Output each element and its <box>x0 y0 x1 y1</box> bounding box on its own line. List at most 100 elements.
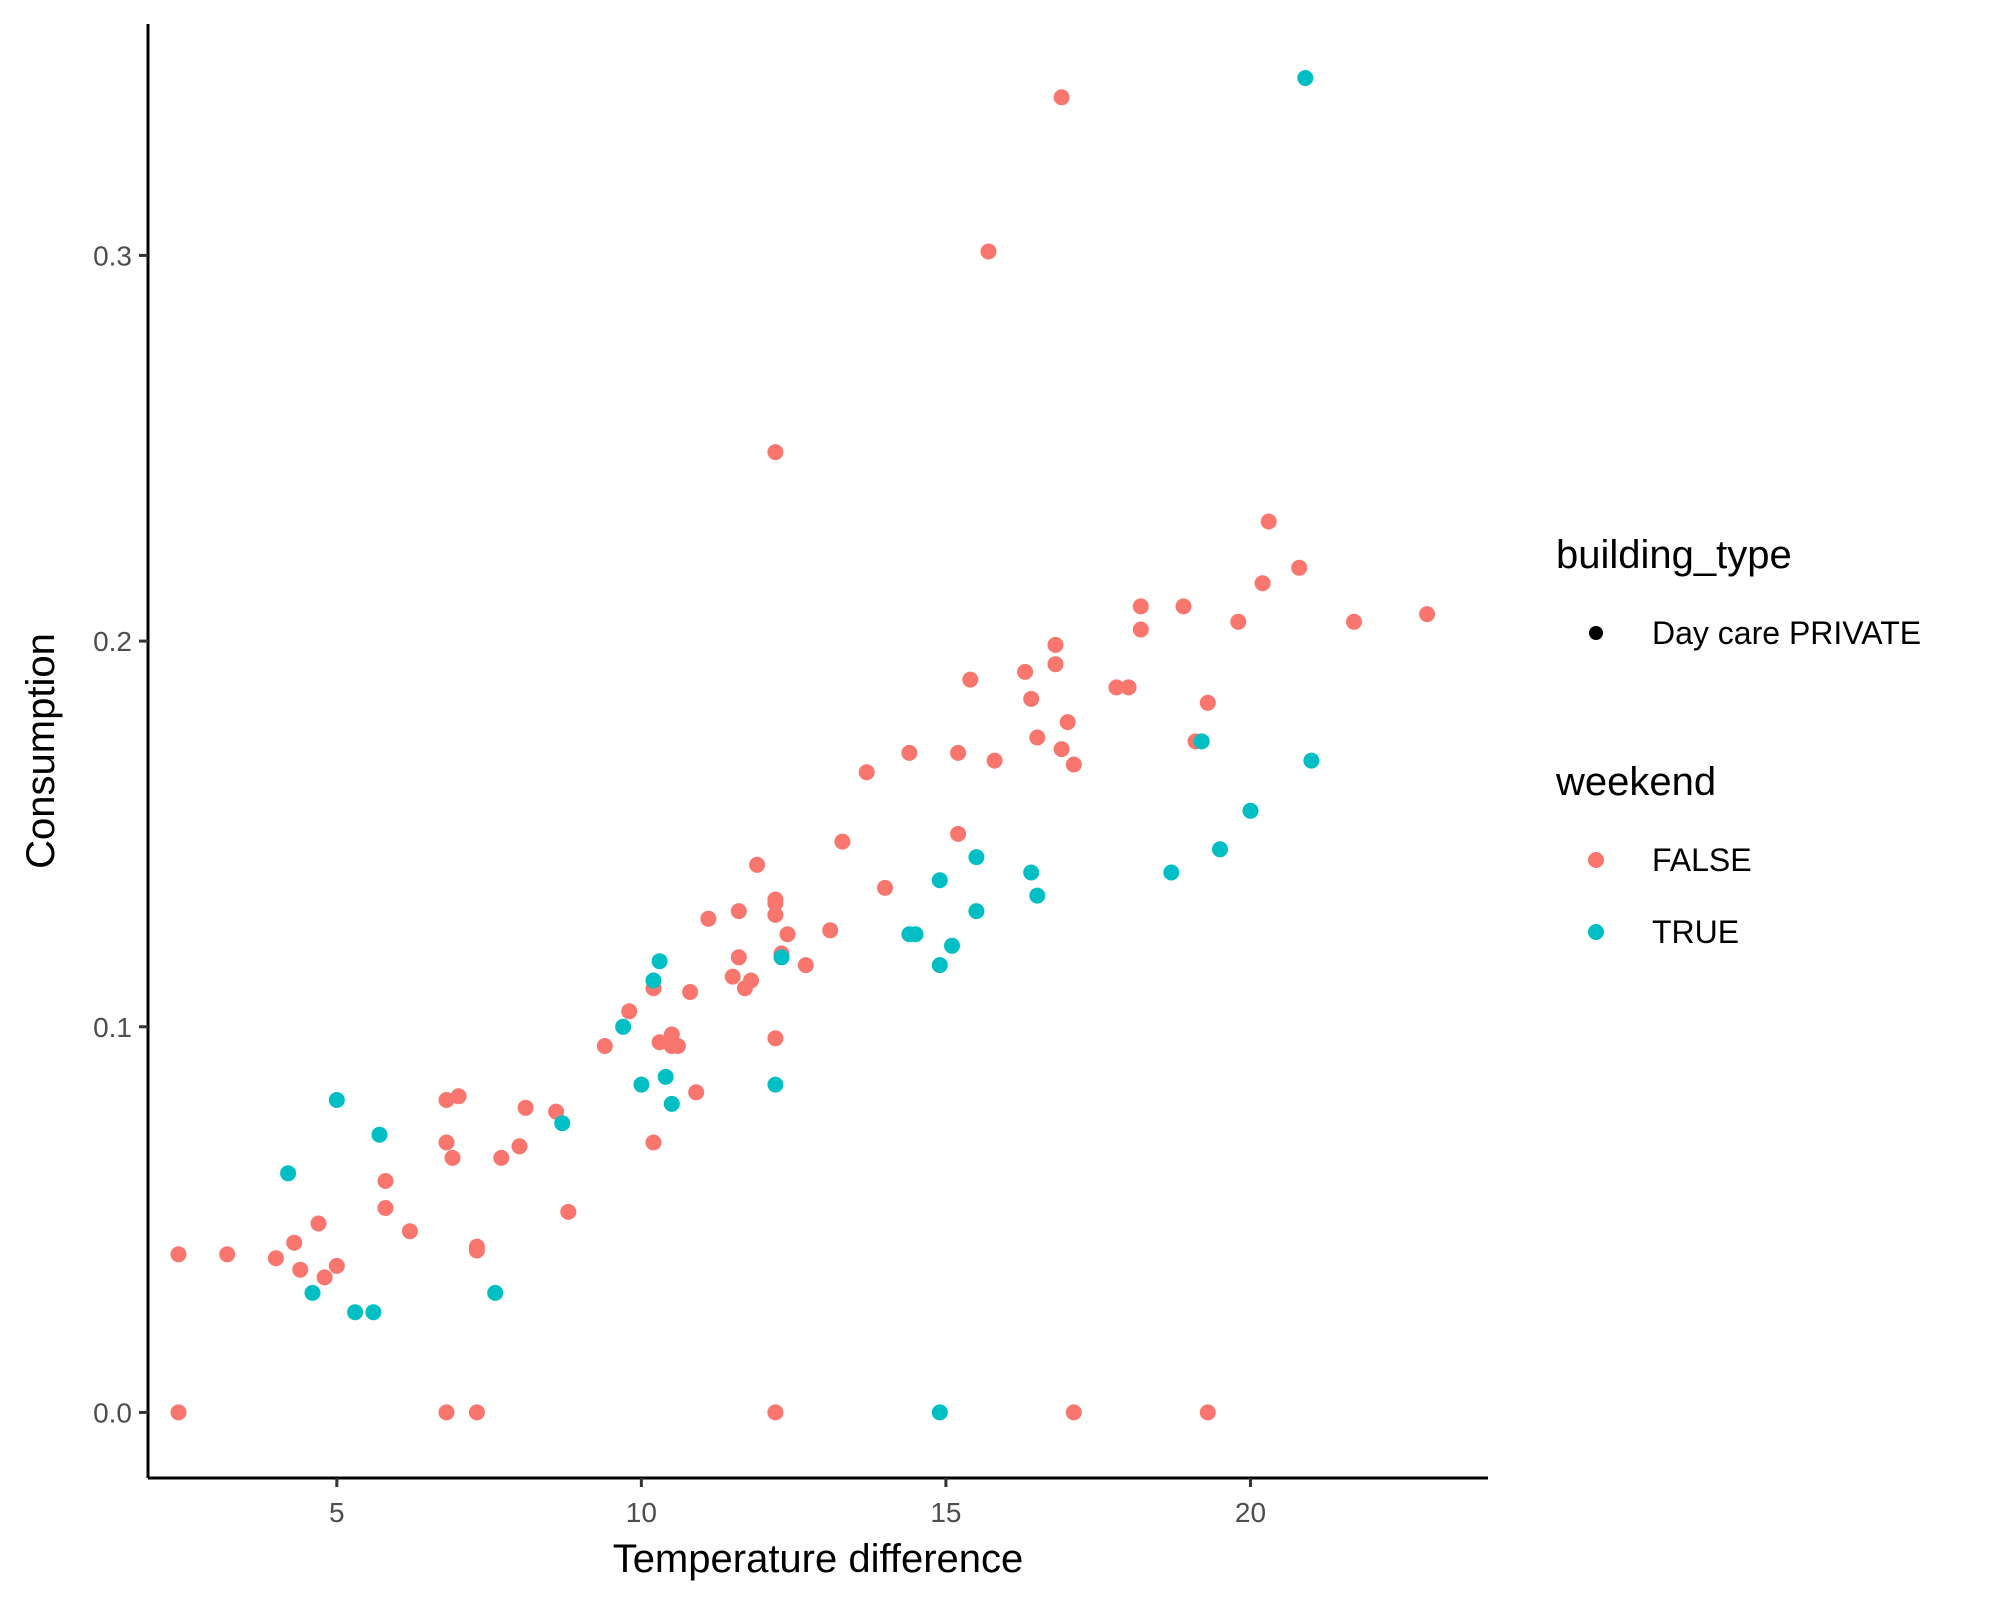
data-point-false-10 <box>401 1223 418 1240</box>
data-point-true-19 <box>931 957 948 974</box>
data-point-false-77 <box>1346 613 1362 630</box>
data-point-false-26 <box>651 1034 668 1051</box>
data-point-true-9 <box>633 1076 650 1093</box>
data-point-true-8 <box>615 1018 632 1035</box>
data-point-false-68 <box>1132 598 1149 615</box>
data-point-false-55 <box>980 243 997 260</box>
data-point-false-30 <box>682 984 699 1000</box>
data-point-false-19 <box>517 1099 534 1116</box>
data-point-false-70 <box>1175 598 1192 615</box>
data-point-true-29 <box>1303 752 1320 769</box>
data-point-false-65 <box>1053 89 1070 106</box>
data-point-true-13 <box>663 1095 680 1112</box>
data-point-false-5 <box>310 1215 327 1232</box>
data-point-false-7 <box>328 1257 345 1274</box>
data-point-true-18 <box>931 872 948 889</box>
data-point-false-37 <box>743 972 759 989</box>
x-tick-label-5: 5 <box>329 1497 345 1528</box>
data-point-false-82 <box>767 1404 784 1421</box>
data-point-false-12 <box>438 1134 455 1151</box>
y-tick-label-0.1: 0.1 <box>93 1012 132 1043</box>
data-point-false-60 <box>1047 636 1064 653</box>
legend-key-false <box>1588 852 1604 868</box>
data-point-false-83 <box>1065 1404 1082 1421</box>
data-point-false-47 <box>822 922 839 939</box>
data-point-true-11 <box>651 953 668 970</box>
data-point-false-67 <box>1120 679 1137 696</box>
x-tick-label-20: 20 <box>1235 1497 1266 1528</box>
data-point-false-22 <box>596 1038 613 1054</box>
data-point-false-54 <box>962 671 979 688</box>
legend-key-day-care-private <box>1589 626 1603 640</box>
data-point-false-69 <box>1132 621 1149 638</box>
data-point-true-0 <box>280 1165 297 1182</box>
legend-key-true <box>1588 924 1604 940</box>
data-point-true-30 <box>1297 70 1314 86</box>
y-ticks: 0.0 0.1 0.2 0.3 <box>93 240 148 1428</box>
data-point-true-15 <box>773 949 790 966</box>
data-point-false-84 <box>1199 1404 1216 1421</box>
x-ticks: 5 10 15 20 <box>329 1478 1266 1528</box>
data-point-false-79 <box>170 1404 187 1421</box>
data-point-false-62 <box>1053 741 1070 758</box>
data-point-true-27 <box>1212 841 1228 858</box>
data-point-true-2 <box>328 1092 345 1108</box>
data-point-true-10 <box>645 972 662 989</box>
data-point-false-40 <box>767 895 784 912</box>
data-point-true-28 <box>1242 802 1259 819</box>
data-point-false-59 <box>1029 729 1046 746</box>
data-point-false-53 <box>950 825 967 842</box>
data-point-true-31 <box>931 1404 948 1421</box>
legend-title-weekend: weekend <box>1555 760 1716 804</box>
data-point-false-18 <box>511 1138 528 1155</box>
data-point-true-4 <box>365 1304 382 1321</box>
legend-label-day-care-private: Day care PRIVATE <box>1652 615 1921 651</box>
data-point-false-63 <box>1059 714 1076 731</box>
legend-building-type: building_type Day care PRIVATE <box>1556 533 1921 651</box>
y-axis-title: Consumption <box>19 633 63 869</box>
data-point-false-9 <box>377 1200 394 1216</box>
data-point-false-73 <box>1230 613 1247 630</box>
data-point-false-13 <box>444 1149 461 1166</box>
data-point-true-6 <box>487 1284 504 1301</box>
data-point-false-66 <box>1108 679 1125 696</box>
data-point-false-6 <box>316 1269 333 1286</box>
data-point-false-11 <box>438 1092 455 1108</box>
data-point-false-49 <box>858 764 875 781</box>
data-point-false-32 <box>700 910 717 927</box>
data-point-false-14 <box>450 1088 467 1105</box>
data-point-false-34 <box>730 903 747 920</box>
data-point-false-78 <box>1419 606 1436 623</box>
data-point-true-1 <box>304 1284 321 1301</box>
data-point-false-58 <box>1023 690 1040 707</box>
data-point-false-81 <box>468 1404 485 1421</box>
data-point-false-75 <box>1260 513 1277 530</box>
data-point-false-51 <box>901 744 918 761</box>
data-point-false-31 <box>688 1084 705 1101</box>
y-tick-label-0.2: 0.2 <box>93 626 132 657</box>
data-point-false-4 <box>292 1261 309 1278</box>
data-point-true-23 <box>1023 864 1040 881</box>
data-point-false-64 <box>1065 756 1082 773</box>
legend-weekend: weekend FALSE TRUE <box>1555 760 1752 950</box>
data-point-true-22 <box>968 903 985 920</box>
data-point-true-20 <box>944 937 960 954</box>
data-point-false-16 <box>468 1238 485 1255</box>
data-point-false-50 <box>877 879 893 896</box>
data-point-true-26 <box>1193 733 1210 750</box>
data-point-false-57 <box>1017 663 1034 680</box>
data-point-true-12 <box>657 1068 674 1085</box>
y-tick-label-0.0: 0.0 <box>93 1397 132 1428</box>
data-point-true-24 <box>1029 887 1046 904</box>
data-point-false-23 <box>621 1003 638 1020</box>
data-point-false-35 <box>730 949 747 966</box>
data-point-true-21 <box>968 849 985 866</box>
x-axis-title: Temperature difference <box>613 1537 1024 1581</box>
data-point-false-41 <box>767 906 784 923</box>
data-point-true-25 <box>1163 864 1180 881</box>
data-point-false-17 <box>493 1149 510 1166</box>
data-point-false-42 <box>767 1030 784 1047</box>
data-point-false-46 <box>797 957 814 974</box>
data-point-false-76 <box>1291 559 1308 576</box>
